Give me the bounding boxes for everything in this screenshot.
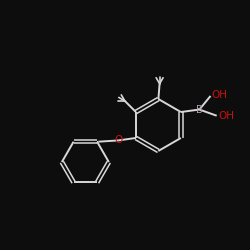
Text: OH: OH (218, 111, 234, 121)
Text: O: O (114, 136, 122, 145)
Text: OH: OH (212, 90, 228, 100)
Text: B: B (196, 104, 202, 115)
